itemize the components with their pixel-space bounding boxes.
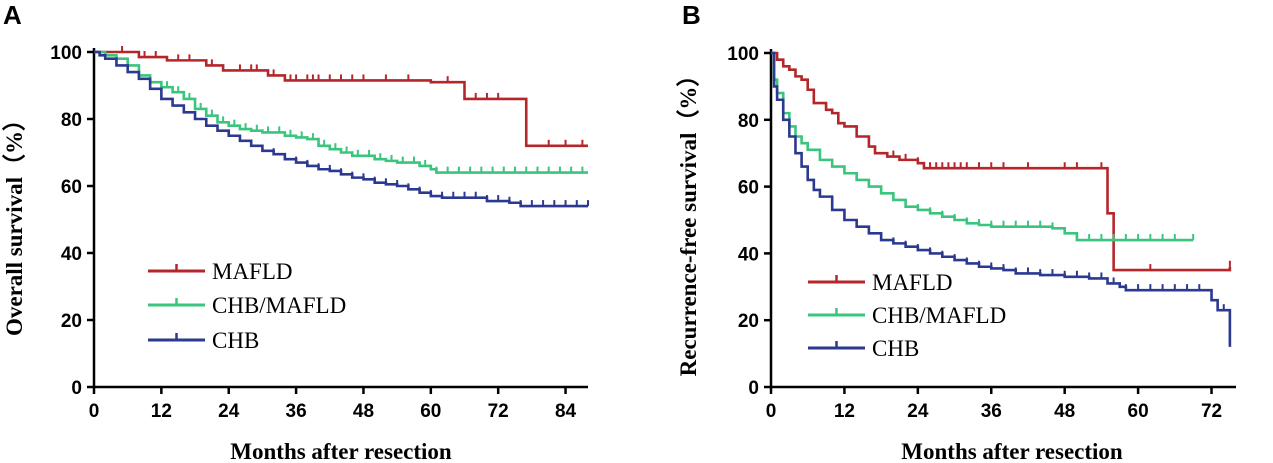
y-tick-label: 100 (727, 44, 759, 65)
legend-b-chb-mafld-label: CHB/MAFLD (872, 303, 1006, 328)
x-tick-label: 36 (286, 401, 307, 422)
x-tick-label: 48 (353, 401, 374, 422)
legend-a-chb-mafld-label: CHB/MAFLD (212, 293, 346, 318)
x-tick-label: 48 (1054, 401, 1075, 422)
panel-b-label: B (682, 0, 701, 30)
y-tick-label: 20 (738, 311, 759, 332)
panel-a-legend: MAFLD CHB/MAFLD CHB (148, 259, 346, 353)
legend-b-mafld-label: MAFLD (872, 270, 953, 295)
legend-a-mafld-label: MAFLD (212, 259, 293, 284)
series-mafld-curve (94, 50, 588, 148)
series-mafld-curve (771, 51, 1232, 272)
x-tick-label: 72 (488, 401, 509, 422)
x-tick-label: 0 (89, 401, 100, 422)
panel-a-x-axis-title: Months after resection (230, 439, 452, 463)
x-tick-label: 12 (151, 401, 172, 422)
y-tick-label: 20 (61, 311, 82, 332)
x-tick-label: 36 (981, 401, 1002, 422)
x-tick-label: 60 (1128, 401, 1149, 422)
series-chb-mafld-curve (94, 50, 588, 174)
panel-a-y-axis-title: Overall survival（%） (1, 108, 27, 336)
series-chb-curve (94, 50, 588, 208)
panel-b-curves (771, 51, 1232, 347)
panel-b-axes: 0 20 40 60 80 100 0 12 24 36 48 60 72 (727, 44, 1236, 422)
panel-b-y-axis-title: Recurrence-free survival（%） (675, 64, 701, 377)
y-tick-label: 0 (748, 378, 759, 399)
x-tick-label: 24 (218, 401, 240, 422)
panel-b-legend: MAFLD CHB/MAFLD CHB (808, 270, 1006, 361)
y-tick-label: 80 (738, 111, 759, 132)
panel-b-recurrence-free-survival: B 0 20 40 60 80 100 0 12 24 36 48 60 72 Months after… (675, 0, 1236, 463)
y-tick-label: 100 (50, 43, 82, 64)
x-tick-label: 60 (420, 401, 441, 422)
x-tick-label: 72 (1201, 401, 1222, 422)
y-tick-label: 80 (61, 110, 82, 131)
x-tick-label: 24 (907, 401, 929, 422)
panel-a-curves (94, 46, 589, 208)
legend-b-chb-label: CHB (872, 336, 919, 361)
legend-a-chb-label: CHB (212, 328, 259, 353)
panel-a-overall-survival: A 0 20 40 60 80 100 0 12 24 36 48 60 72 84 Months aft… (1, 0, 589, 463)
panel-b-x-axis-title: Months after resection (901, 439, 1123, 463)
panel-a-axes: 0 20 40 60 80 100 0 12 24 36 48 60 72 84 (50, 43, 588, 422)
y-tick-label: 40 (61, 244, 82, 265)
y-tick-label: 60 (738, 178, 759, 199)
y-tick-label: 0 (71, 378, 82, 399)
x-tick-label: 84 (555, 401, 577, 422)
y-tick-label: 40 (738, 244, 759, 265)
series-chb-curve (771, 51, 1232, 347)
x-tick-label: 0 (766, 401, 777, 422)
panel-a-label: A (3, 0, 22, 30)
x-tick-label: 12 (834, 401, 855, 422)
y-tick-label: 60 (61, 177, 82, 198)
series-chb-mafld-curve (771, 51, 1194, 242)
